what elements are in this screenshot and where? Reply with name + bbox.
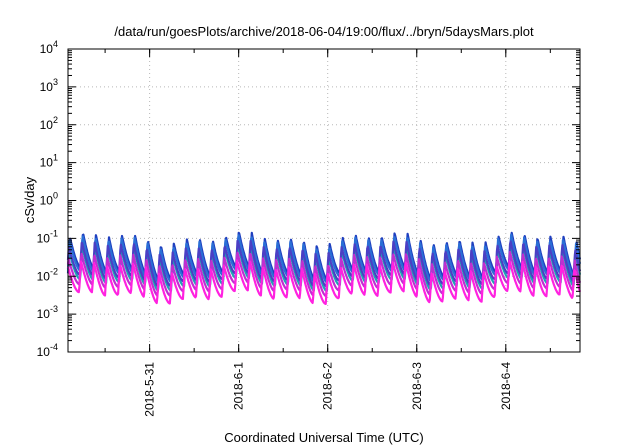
y-tick-label: 100 (40, 191, 58, 208)
series-line (66, 259, 582, 305)
x-tick-label: 2018-6-2 (321, 362, 335, 410)
y-tick-label: 10-3 (37, 304, 58, 321)
x-axis-label: Coordinated Universal Time (UTC) (224, 430, 423, 445)
chart-title: /data/run/goesPlots/archive/2018-06-04/1… (114, 24, 534, 39)
series-group (66, 231, 582, 305)
y-tick-label: 102 (40, 115, 58, 132)
y-tick-label: 10-4 (37, 342, 58, 359)
y-tick-label: 10-1 (37, 228, 58, 245)
y-axis-label: cSv/day (22, 176, 37, 223)
x-tick-label: 2018-5-31 (143, 362, 157, 417)
y-tick-label: 103 (40, 77, 58, 94)
x-tick-label: 2018-6-1 (232, 362, 246, 410)
x-axis-ticks: 2018-5-31 2018-6-1 2018-6-2 2018-6-3 2018-6-… (104, 49, 551, 417)
y-tick-label: 104 (40, 39, 58, 56)
y-tick-label: 101 (40, 153, 58, 170)
x-tick-label: 2018-6-3 (410, 362, 424, 410)
y-tick-label: 10-2 (37, 266, 58, 283)
grid (68, 49, 580, 352)
x-tick-label: 2018-6-4 (499, 362, 513, 410)
